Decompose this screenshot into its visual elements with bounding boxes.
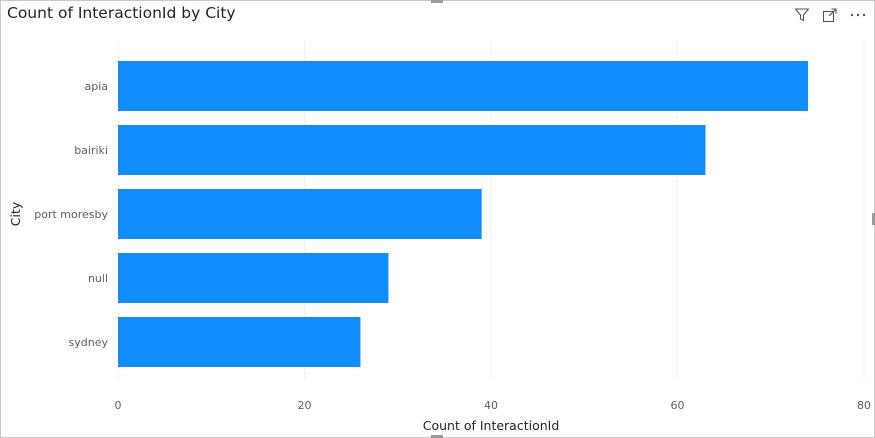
more-options-icon[interactable] bbox=[848, 6, 868, 24]
x-tick-label: 60 bbox=[671, 399, 685, 412]
filter-icon[interactable] bbox=[792, 6, 812, 24]
category-axis-labels: apia bairiki port moresby null sydney bbox=[34, 80, 108, 349]
focus-mode-icon[interactable] bbox=[820, 6, 840, 24]
chart-title: Count of InteractionId by City bbox=[7, 4, 236, 22]
category-label-sydney: sydney bbox=[69, 336, 109, 349]
x-tick-label: 0 bbox=[115, 399, 122, 412]
bars-group bbox=[118, 61, 809, 367]
y-axis-title: City bbox=[8, 201, 23, 226]
bar-port-moresby[interactable] bbox=[118, 189, 482, 239]
category-label-null: null bbox=[88, 272, 108, 285]
bar-null[interactable] bbox=[118, 253, 389, 303]
resize-handle-right[interactable] bbox=[872, 213, 875, 225]
x-tick-label: 20 bbox=[298, 399, 312, 412]
x-tick-label: 80 bbox=[857, 399, 871, 412]
x-axis-title: Count of InteractionId bbox=[423, 418, 560, 433]
value-axis-labels: 0 20 40 60 80 bbox=[115, 399, 872, 412]
resize-handle-top[interactable] bbox=[431, 0, 443, 3]
visual-header-icons bbox=[792, 6, 868, 24]
category-label-bairiki: bairiki bbox=[74, 144, 108, 157]
category-label-port-moresby: port moresby bbox=[34, 208, 108, 221]
category-label-apia: apia bbox=[84, 80, 108, 93]
x-tick-label: 40 bbox=[484, 399, 498, 412]
bar-apia[interactable] bbox=[118, 61, 809, 111]
bar-sydney[interactable] bbox=[118, 317, 361, 367]
resize-handle-bottom[interactable] bbox=[431, 435, 443, 438]
bar-bairiki[interactable] bbox=[118, 125, 706, 175]
